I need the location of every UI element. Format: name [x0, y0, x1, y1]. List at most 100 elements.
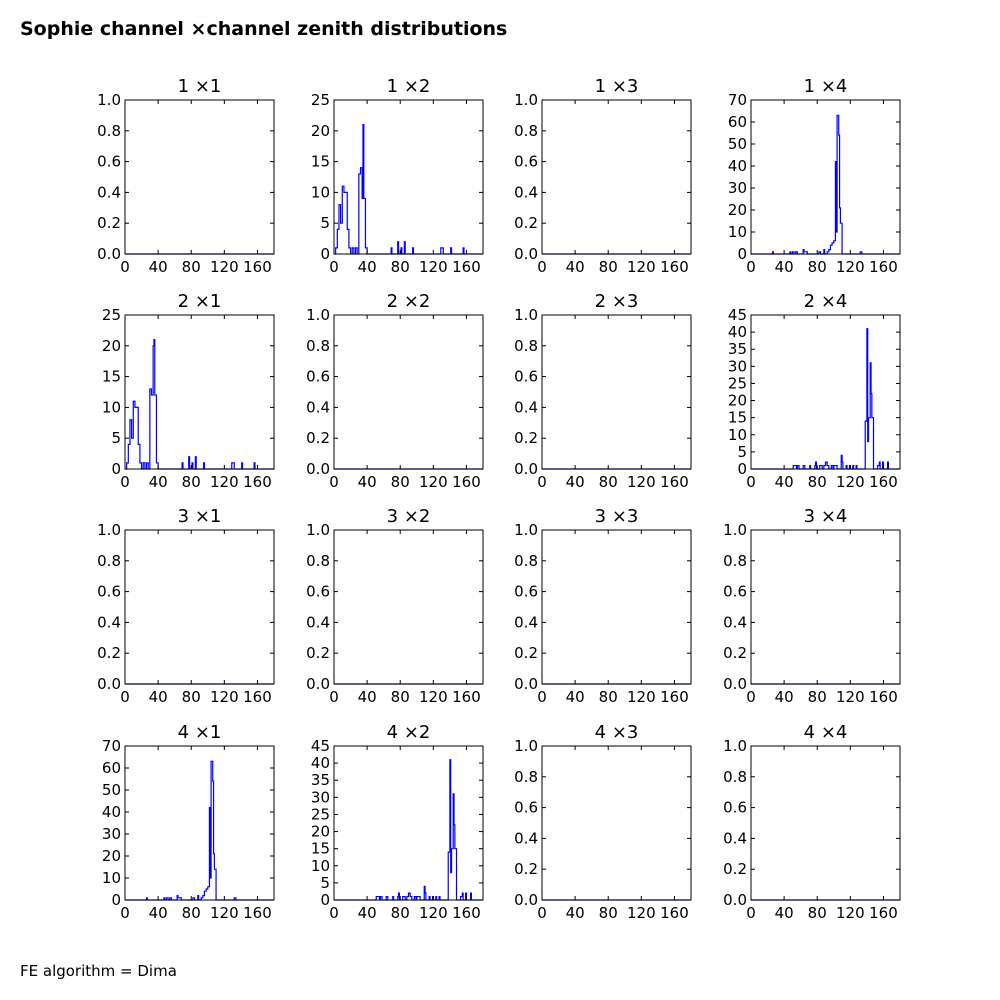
y-tick-label: 0.2	[514, 644, 538, 662]
x-tick-label: 40	[566, 258, 585, 276]
axes-frame	[333, 99, 484, 255]
histogram-panel: 3 ×4 0 40 80 120 160 0.0 0.2 0.4 0.6 0.8 1.0	[723, 506, 901, 706]
y-tick-label: 0.8	[514, 552, 538, 570]
y-tick-label: 0.2	[514, 429, 538, 447]
y-tick-label: 10	[728, 223, 747, 241]
x-tick-label: 40	[775, 473, 794, 491]
x-tick-label: 120	[627, 904, 656, 922]
y-tick-label: 0.6	[97, 153, 121, 171]
y-tick-label: 0	[111, 460, 121, 478]
panel-title: 1 ×3	[595, 76, 639, 97]
axes-frame	[541, 99, 692, 255]
y-tick-label: 0.4	[514, 398, 538, 416]
y-tick-label: 0.8	[514, 122, 538, 140]
x-tick-label: 0	[537, 258, 547, 276]
y-tick-label: 0.6	[514, 368, 538, 386]
y-tick-label: 50	[102, 781, 121, 799]
y-tick-label: 15	[102, 368, 121, 386]
x-tick-label: 160	[660, 258, 689, 276]
x-tick-label: 40	[775, 258, 794, 276]
histogram-panel: 4 ×1 0 40 80 120 160 0 10 20 30 40 50 60 70	[102, 722, 275, 922]
x-tick-label: 40	[358, 258, 377, 276]
x-tick-label: 40	[775, 688, 794, 706]
y-tick-label: 0.4	[514, 183, 538, 201]
histogram-series-line	[125, 339, 274, 470]
panel-title: 1 ×4	[804, 76, 848, 97]
y-tick-label: 70	[728, 91, 747, 109]
x-tick-label: 0	[120, 688, 130, 706]
y-tick-label: 0.6	[723, 799, 747, 817]
x-tick-label: 40	[566, 688, 585, 706]
x-tick-label: 0	[746, 688, 756, 706]
y-tick-label: 40	[728, 323, 747, 341]
y-tick-label: 0.4	[514, 613, 538, 631]
figure-footer: FE algorithm = Dima	[20, 962, 177, 980]
y-tick-label: 0.4	[723, 613, 747, 631]
y-tick-label: 5	[111, 429, 121, 447]
y-tick-label: 70	[102, 737, 121, 755]
y-tick-label: 5	[320, 874, 330, 892]
panel-title: 3 ×4	[804, 506, 848, 527]
x-tick-label: 40	[149, 258, 168, 276]
panel-title: 1 ×2	[387, 76, 431, 97]
y-tick-label: 25	[102, 306, 121, 324]
x-tick-label: 80	[182, 904, 201, 922]
y-tick-label: 0.6	[514, 799, 538, 817]
y-tick-label: 0.6	[514, 583, 538, 601]
y-tick-label: 35	[728, 340, 747, 358]
x-tick-label: 0	[120, 904, 130, 922]
histogram-series-line	[751, 328, 900, 470]
y-tick-label: 0.8	[514, 337, 538, 355]
x-tick-label: 120	[627, 258, 656, 276]
x-tick-label: 160	[452, 688, 481, 706]
panel-title: 4 ×4	[804, 722, 848, 743]
y-tick-label: 0.6	[514, 153, 538, 171]
y-tick-label: 1.0	[514, 306, 538, 324]
x-tick-label: 80	[391, 258, 410, 276]
axes-frame	[541, 745, 692, 901]
y-tick-label: 25	[311, 805, 330, 823]
y-tick-label: 0	[320, 891, 330, 909]
y-tick-label: 0.8	[97, 552, 121, 570]
y-tick-label: 0.6	[306, 368, 330, 386]
y-tick-label: 1.0	[306, 306, 330, 324]
x-tick-label: 0	[329, 904, 339, 922]
x-tick-label: 120	[210, 473, 239, 491]
x-tick-label: 80	[599, 473, 618, 491]
histogram-panel: 1 ×3 0 40 80 120 160 0.0 0.2 0.4 0.6 0.8 1.0	[514, 76, 692, 276]
x-tick-label: 160	[660, 904, 689, 922]
x-tick-label: 40	[566, 904, 585, 922]
x-tick-label: 160	[869, 473, 898, 491]
y-tick-label: 20	[728, 201, 747, 219]
x-tick-label: 120	[419, 473, 448, 491]
y-tick-label: 15	[311, 153, 330, 171]
histogram-panel: 2 ×2 0 40 80 120 160 0.0 0.2 0.4 0.6 0.8 1.0	[306, 291, 484, 491]
y-tick-label: 15	[728, 409, 747, 427]
x-tick-label: 160	[243, 904, 272, 922]
x-tick-label: 120	[210, 688, 239, 706]
x-tick-label: 40	[775, 904, 794, 922]
x-tick-label: 120	[627, 688, 656, 706]
x-tick-label: 0	[746, 904, 756, 922]
y-tick-label: 0.2	[306, 429, 330, 447]
x-tick-label: 40	[566, 473, 585, 491]
y-tick-label: 0.2	[723, 644, 747, 662]
x-tick-label: 160	[452, 473, 481, 491]
y-tick-label: 30	[102, 825, 121, 843]
figure-title: Sophie channel ×channel zenith distribut…	[20, 18, 508, 40]
axes-frame	[750, 99, 901, 255]
histogram-panel: 4 ×3 0 40 80 120 160 0.0 0.2 0.4 0.6 0.8 1.0	[514, 722, 692, 922]
y-tick-label: 10	[311, 183, 330, 201]
x-tick-label: 40	[149, 473, 168, 491]
axes-frame	[541, 529, 692, 685]
y-tick-label: 30	[728, 179, 747, 197]
x-tick-label: 80	[599, 688, 618, 706]
y-tick-label: 0.0	[514, 675, 538, 693]
y-tick-label: 40	[102, 803, 121, 821]
x-tick-label: 120	[419, 688, 448, 706]
x-tick-label: 80	[182, 688, 201, 706]
y-tick-label: 0.2	[514, 860, 538, 878]
